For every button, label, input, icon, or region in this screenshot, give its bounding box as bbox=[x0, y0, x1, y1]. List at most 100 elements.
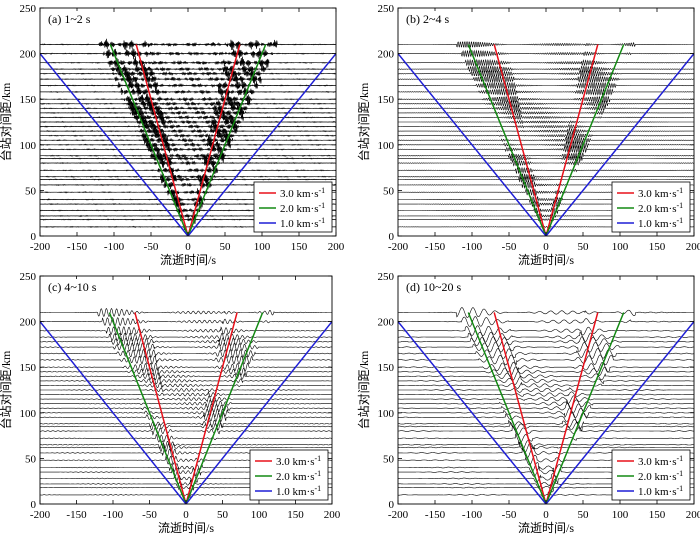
trace-72km bbox=[40, 165, 336, 176]
trace-190km bbox=[40, 326, 332, 336]
trace-85km bbox=[398, 155, 694, 162]
legend-label-superscript: -1 bbox=[677, 201, 684, 210]
legend-label-superscript: -1 bbox=[315, 469, 322, 478]
x-tick-label: 0 bbox=[183, 509, 189, 521]
y-tick-label: 250 bbox=[378, 271, 395, 283]
legend-label-2: 2.0 km·s-1 bbox=[276, 469, 321, 483]
moveout-line-2-kms bbox=[467, 44, 625, 236]
y-tick-label: 150 bbox=[378, 362, 395, 374]
x-tick-label: -150 bbox=[425, 509, 446, 521]
y-tick-label: 200 bbox=[20, 49, 37, 61]
trace-145km bbox=[40, 367, 332, 377]
trace-178km bbox=[398, 70, 694, 77]
legend-label-superscript: -1 bbox=[677, 469, 684, 478]
x-tick-label: 200 bbox=[686, 509, 700, 521]
y-tick-label: 250 bbox=[20, 271, 37, 283]
moveout-line-1-kms bbox=[40, 321, 332, 504]
trace-158km bbox=[40, 86, 336, 97]
trace-125km bbox=[40, 116, 336, 128]
moveout-line-3-kms bbox=[493, 312, 599, 504]
trace-110km bbox=[398, 399, 694, 409]
trace-72km bbox=[40, 434, 332, 443]
trace-62km bbox=[398, 441, 694, 453]
y-tick-label: 100 bbox=[378, 408, 395, 420]
trace-165km bbox=[398, 81, 694, 90]
trace-100km bbox=[40, 140, 336, 150]
moveout-line-3-kms bbox=[135, 44, 241, 236]
x-tick-label: 100 bbox=[612, 241, 629, 253]
x-tick-label: -150 bbox=[67, 241, 88, 253]
y-tick-label: 150 bbox=[378, 94, 395, 106]
trace-140km bbox=[40, 102, 336, 114]
trace-62km bbox=[40, 173, 336, 185]
y-tick-label: 0 bbox=[31, 499, 37, 511]
y-tick-label: 100 bbox=[20, 408, 37, 420]
chart-panel-1: -200 -150 -100 -50 0 50 100 150 200 0 50 100 150 200 2… bbox=[356, 3, 700, 267]
legend-label-text: 1.0 km·s bbox=[638, 218, 677, 230]
trace-183km bbox=[40, 63, 336, 75]
trace-158km bbox=[398, 354, 694, 366]
trace-183km bbox=[398, 65, 694, 74]
trace-115km bbox=[40, 126, 336, 137]
legend-label-text: 2.0 km·s bbox=[276, 471, 315, 483]
trace-135km bbox=[40, 377, 332, 386]
trace-95km bbox=[40, 413, 332, 422]
moveout-line-2-kms bbox=[109, 44, 267, 236]
trace-95km bbox=[398, 145, 694, 154]
trace-105km bbox=[398, 402, 694, 414]
legend-label-2: 2.0 km·s-1 bbox=[280, 201, 325, 215]
y-axis-label: 台站对间距/km bbox=[0, 82, 13, 161]
x-tick-label: 0 bbox=[185, 241, 191, 253]
trace-80km bbox=[398, 426, 694, 436]
x-tick-label: -100 bbox=[103, 509, 124, 521]
trace-178km bbox=[40, 337, 332, 346]
trace-62km bbox=[40, 443, 332, 452]
moveout-line-1-kms bbox=[398, 321, 694, 504]
trace-210km bbox=[40, 308, 332, 317]
trace-135km bbox=[398, 376, 694, 385]
trace-110km bbox=[40, 130, 336, 142]
trace-178km bbox=[398, 336, 694, 347]
trace-135km bbox=[398, 109, 694, 117]
panel-label-bg bbox=[43, 11, 105, 26]
y-tick-label: 100 bbox=[20, 140, 37, 152]
trace-200km bbox=[40, 48, 336, 60]
trace-62km bbox=[398, 176, 694, 183]
trace-88km bbox=[40, 150, 336, 160]
x-tick-label: -200 bbox=[30, 509, 51, 521]
y-axis-label: 台站对间距/km bbox=[356, 82, 371, 161]
trace-72km bbox=[398, 433, 694, 444]
y-tick-label: 150 bbox=[20, 362, 37, 374]
trace-190km bbox=[398, 325, 694, 336]
trace-150km bbox=[398, 96, 694, 103]
trace-140km bbox=[398, 104, 694, 112]
x-tick-label: 150 bbox=[291, 241, 308, 253]
chart-panel-2: -200 -150 -100 -50 0 50 100 150 200 0 50 100 150 200 2… bbox=[0, 271, 341, 534]
trace-158km bbox=[40, 355, 332, 365]
trace-65km bbox=[40, 440, 332, 449]
trace-165km bbox=[40, 79, 336, 92]
trace-85km bbox=[40, 422, 332, 431]
legend-label-1: 1.0 km·s-1 bbox=[638, 484, 683, 498]
y-tick-label: 50 bbox=[383, 453, 395, 465]
x-tick-label: -100 bbox=[104, 241, 125, 253]
panels-group: -200 -150 -100 -50 0 50 100 150 2000501001502002… bbox=[0, 3, 700, 534]
x-tick-label: -50 bbox=[144, 241, 159, 253]
trace-115km bbox=[398, 127, 694, 135]
x-tick-label: 50 bbox=[220, 241, 232, 253]
x-tick-label: 100 bbox=[254, 241, 271, 253]
trace-135km bbox=[40, 107, 336, 119]
x-axis-label: 流逝时间/s bbox=[158, 521, 214, 534]
trace-88km bbox=[398, 152, 694, 160]
legend-label-text: 2.0 km·s bbox=[638, 471, 677, 483]
legend-label-superscript: -1 bbox=[319, 216, 326, 225]
x-tick-label: 150 bbox=[287, 509, 304, 521]
legend-label-superscript: -1 bbox=[315, 484, 322, 493]
trace-158km bbox=[398, 87, 694, 96]
panel-label: (c) 4~10 s bbox=[48, 280, 97, 294]
trace-172km bbox=[398, 341, 694, 353]
legend-label-text: 3.0 km·s bbox=[276, 456, 315, 468]
y-tick-label: 200 bbox=[378, 317, 395, 329]
x-tick-label: 0 bbox=[543, 509, 549, 521]
trace-120km bbox=[398, 391, 694, 397]
